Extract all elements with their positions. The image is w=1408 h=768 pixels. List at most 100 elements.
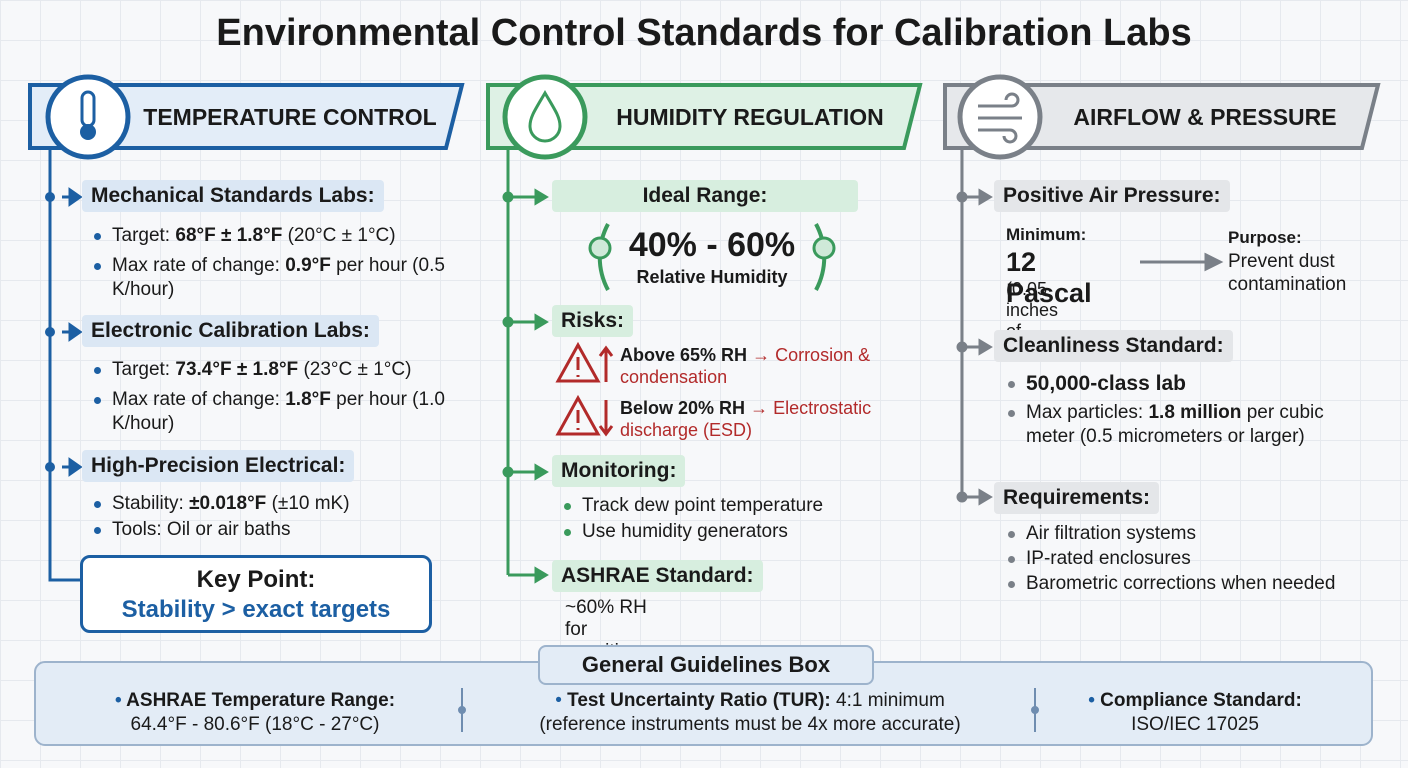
shape [45,462,55,472]
item: IP-rated enclosures [1004,547,1374,571]
shape [62,322,83,342]
drop [528,90,562,143]
range-knob [812,236,836,260]
note: (±10 mK) [271,493,350,514]
section-title: Risks: [552,305,634,337]
item: 50,000-class lab [1004,372,1364,396]
item: Tools: Oil or air baths [90,518,450,542]
arrow [1140,252,1224,272]
column-heading: AIRFLOW & PRESSURE [1073,103,1337,130]
shape [1031,706,1039,714]
condition: Below 20% RH [620,398,746,418]
value: 73.4°F ± 1.8°F [175,359,299,380]
label: Max particles: [1026,402,1144,423]
effect: → Electrostatic discharge (ESD) [620,398,872,440]
value: 50,000-class lab [1026,372,1186,395]
item: Max rate of change: 1.8°F per hour (1.0 … [90,388,460,436]
key-text: Stability > exact targets [121,596,391,623]
column-heading: HUMIDITY REGULATION [616,103,884,130]
range-knob [588,236,612,260]
label-text: Compliance Standard: [1100,690,1302,711]
list: Track dew point temperature Use humidity… [560,494,900,550]
temp-nodes [45,187,83,477]
item: Target: 73.4°F ± 1.8°F (23°C ± 1°C) [90,358,460,382]
note: (23°C ± 1°C) [303,359,412,380]
list: Stability: ±0.018°F (±10 mK) Tools: Oil … [90,492,450,548]
section-title: Electronic Calibration Labs: [82,315,379,347]
text: ISO/IEC 17025 [1131,714,1259,735]
item: Target: 68°F ± 1.8°F (20°C ± 1°C) [90,224,450,248]
section-title: Mechanical Standards Labs: [82,180,384,212]
bullet: • [114,690,122,711]
bullet: • [1088,690,1095,711]
text: 64.4°F - 80.6°F (18°C - 27°C) [130,714,380,735]
shape [962,488,993,506]
item: Max particles: 1.8 million per cubic met… [1004,401,1364,449]
note: per hour (0.5 K/hour) [112,255,445,300]
range-caption: Relative Humidity [636,267,788,287]
temp-icon [45,74,131,160]
section-title: High-Precision Electrical: [82,450,355,482]
item: Stability: ±0.018°F (±10 mK) [90,492,450,516]
purpose-text: Prevent dust contamination [1228,251,1347,295]
value: 1.8°F [285,389,331,410]
list: Target: 68°F ± 1.8°F (20°C ± 1°C) Max ra… [90,224,450,308]
guideline: • Test Uncertainty Ratio (TUR): 4:1 mini… [480,689,1020,737]
label: • ASHRAE Temperature Range: [60,689,450,713]
item: Max rate of change: 0.9°F per hour (0.5 … [90,254,450,302]
label-text: Test Uncertainty Ratio (TUR): [567,690,831,711]
label: Max rate of change: [112,389,280,410]
label: Target: [112,225,171,246]
column-heading: TEMPERATURE CONTROL [143,103,437,130]
minimum-value: 12 Pascal [1006,247,1092,308]
risk: Above 65% RH → Corrosion & condensation [620,344,910,388]
note: per hour (1.0 K/hour) [112,389,445,434]
label: Max rate of change: [112,255,280,276]
value: 0.9°F [285,255,331,276]
shape [45,327,55,337]
airflow-nodes [956,188,993,506]
shape [45,192,55,202]
label: Tools: Oil or air baths [112,519,291,540]
shape [962,338,993,356]
warning-icons [555,341,614,437]
humidity-nodes [502,188,549,584]
temp-line [48,150,80,582]
bullet: • [555,690,562,711]
text: (reference instruments must be 4x more a… [539,714,961,735]
dividers [458,688,1039,732]
shape [555,394,601,436]
shape [458,706,466,714]
shape [555,341,601,383]
section-title: Cleanliness Standard: [994,330,1233,362]
shape [962,188,993,206]
list: Target: 73.4°F ± 1.8°F (23°C ± 1°C) Max … [90,358,460,442]
shape [598,345,614,382]
shape [508,463,549,481]
label: Stability: [112,493,184,514]
section-title: Requirements: [994,482,1160,514]
item: Use humidity generators [560,520,900,544]
risk: Below 20% RH → Electrostatic discharge (… [620,397,910,441]
item: Track dew point temperature [560,494,900,518]
humidity-icon [502,74,588,160]
thermometer-bulb [80,124,96,140]
value: 1.8 million [1148,402,1242,423]
humidity-banner [486,83,923,150]
section-title: Positive Air Pressure: [994,180,1230,212]
airflow-banner [943,83,1381,150]
value: ±0.018°F [189,493,267,514]
value: 4:1 minimum [836,690,945,711]
temp-banner [28,83,465,150]
label: • Test Uncertainty Ratio (TUR): 4:1 mini… [480,689,1020,713]
guidelines-title: General Guidelines Box [538,645,874,685]
shape [508,313,549,331]
section-title: Ideal Range: [552,180,858,212]
guideline: • ASHRAE Temperature Range: 64.4°F - 80.… [60,689,450,737]
shape [508,188,549,206]
wind [978,92,1022,144]
section-title: ASHRAE Standard: [552,560,763,592]
effect: → Corrosion & condensation [620,345,871,387]
